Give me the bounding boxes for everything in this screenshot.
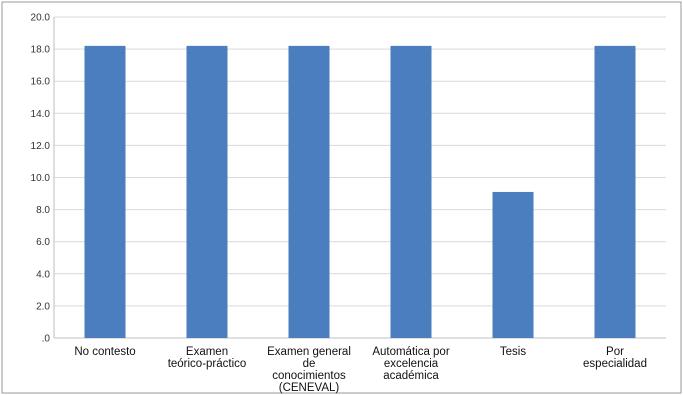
x-tick-label-line: Examen <box>186 346 228 358</box>
x-tick-label: Examen general de conocimientos (CENEVAL) <box>267 346 351 394</box>
x-tick-label-line: Por <box>606 346 624 358</box>
bar <box>186 45 228 338</box>
y-tick-label: 14.0 <box>31 109 51 120</box>
x-tick-label-line: de <box>303 358 316 370</box>
y-tick-label: 10.0 <box>31 173 51 184</box>
x-tick-label: Por especialidad <box>583 346 647 370</box>
bar <box>288 45 330 338</box>
x-tick-label-line: No contesto <box>74 346 135 358</box>
x-tick-label: Examen teórico-práctico <box>168 346 247 370</box>
y-tick-label: 4.0 <box>36 269 50 280</box>
y-tick-label: 12.0 <box>31 141 51 152</box>
y-tick-label: .0 <box>42 334 51 345</box>
gridlines <box>54 16 666 339</box>
y-tick-label: 16.0 <box>31 77 51 88</box>
y-tick-label: 20.0 <box>31 13 51 24</box>
bar <box>594 45 636 338</box>
y-tick-label: 2.0 <box>36 301 50 312</box>
x-tick-label-line: especialidad <box>583 358 647 370</box>
x-tick-label: Automática por excelencia académica <box>372 346 450 382</box>
y-tick-label: 18.0 <box>31 45 51 56</box>
y-tick-label: 6.0 <box>36 237 50 248</box>
y-tick-label: 8.0 <box>36 205 50 216</box>
x-tick-label-line: Tesis <box>500 346 526 358</box>
bar <box>84 45 126 338</box>
bars <box>84 45 636 338</box>
x-tick-label-line: teórico-práctico <box>168 358 247 370</box>
x-axis: No contesto Examen teórico-práctico Examen … <box>74 346 647 394</box>
bar <box>492 191 534 338</box>
y-axis: .0 2.0 4.0 6.0 8.0 10.0 12.0 14.0 16.0 18.0 20.0 <box>31 13 55 345</box>
x-tick-label-line: Examen general <box>267 346 351 358</box>
x-tick-label-line: Automática por <box>372 346 450 358</box>
x-tick-label: No contesto <box>74 346 135 358</box>
x-tick-label-line: académica <box>383 370 439 382</box>
x-tick-label: Tesis <box>500 346 526 358</box>
x-tick-label-line: (CENEVAL) <box>279 382 340 394</box>
x-tick-label-line: excelencia <box>384 358 439 370</box>
bar <box>390 45 432 338</box>
x-tick-label-line: conocimientos <box>272 370 346 382</box>
